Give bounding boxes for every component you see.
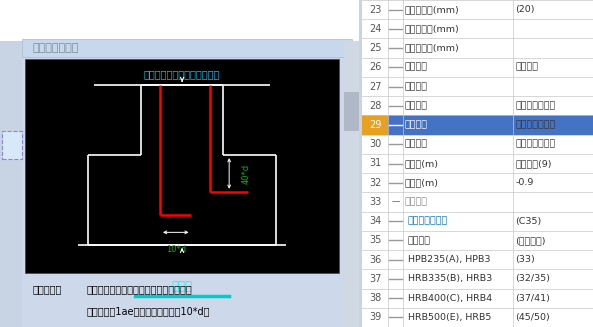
Text: (二级抗震): (二级抗震): [515, 236, 546, 245]
Text: 10*d: 10*d: [165, 245, 186, 254]
Text: 38: 38: [369, 293, 381, 303]
Text: 顶标高(m): 顶标高(m): [404, 159, 438, 168]
Text: 层顶标高(9): 层顶标高(9): [515, 159, 552, 168]
Text: HRB335(B), HRB3: HRB335(B), HRB3: [408, 274, 492, 284]
Text: 37: 37: [369, 274, 381, 284]
Bar: [388, 115, 593, 135]
Text: 30: 30: [369, 139, 381, 149]
Bar: [362, 77, 593, 96]
Text: 按默认计算设置: 按默认计算设置: [515, 101, 556, 110]
Text: 36: 36: [369, 255, 381, 265]
Text: 保护层厚度(mm): 保护层厚度(mm): [404, 5, 459, 14]
Bar: [362, 212, 593, 231]
Text: 纵筋伸入桩内一定长度后弯折: 纵筋伸入桩内一定长度后弯折: [144, 69, 220, 79]
Text: 上加密范围(mm): 上加密范围(mm): [404, 24, 459, 33]
Text: 抗震等级: 抗震等级: [408, 236, 431, 245]
Bar: [362, 19, 593, 39]
Text: 节点一: 节点一: [171, 281, 193, 293]
Text: 节点设置示意图: 节点设置示意图: [32, 43, 79, 53]
Text: 长度默认为1ae，弯折长度默认为10*d。: 长度默认为1ae，弯折长度默认为10*d。: [86, 306, 209, 316]
Text: 纵筋锚固: 纵筋锚固: [515, 63, 538, 72]
Bar: [362, 250, 593, 269]
Text: 33: 33: [369, 197, 381, 207]
Text: (45/50): (45/50): [515, 313, 550, 322]
Bar: [362, 231, 593, 250]
Text: 29: 29: [369, 120, 381, 130]
Bar: [0, 0, 359, 41]
Bar: [362, 308, 593, 327]
Text: -0.9: -0.9: [515, 178, 534, 187]
Bar: [362, 115, 388, 135]
Bar: [362, 39, 593, 58]
Text: 39: 39: [369, 312, 381, 322]
Bar: [362, 0, 593, 19]
Bar: [345, 92, 359, 131]
Bar: [362, 58, 593, 77]
Text: 混凝土强度等级: 混凝土强度等级: [408, 217, 448, 226]
Text: 锚固搭接: 锚固搭接: [404, 198, 428, 206]
Text: 23: 23: [369, 5, 381, 15]
Text: 28: 28: [369, 101, 381, 111]
Text: 插筋信息: 插筋信息: [404, 82, 428, 91]
Bar: [2, 131, 21, 159]
Text: 35: 35: [369, 235, 381, 246]
Text: 底标高(m): 底标高(m): [404, 178, 438, 187]
Bar: [362, 135, 593, 154]
Bar: [21, 39, 352, 57]
Text: 31: 31: [369, 159, 381, 168]
Text: (20): (20): [515, 5, 535, 14]
Text: HRB400(C), HRB4: HRB400(C), HRB4: [408, 294, 492, 303]
Bar: [362, 192, 593, 212]
Bar: [21, 41, 352, 327]
Text: 按设定节点设置: 按设定节点设置: [515, 121, 556, 129]
Bar: [362, 96, 593, 115]
Bar: [362, 269, 593, 288]
Text: —: —: [391, 198, 400, 206]
Text: HPB235(A), HPB3: HPB235(A), HPB3: [408, 255, 490, 264]
Text: (33): (33): [515, 255, 535, 264]
Text: 按默认搭接设置: 按默认搭接设置: [515, 140, 556, 149]
Text: HRB500(E), HRB5: HRB500(E), HRB5: [408, 313, 492, 322]
Text: 搭接设置: 搭接设置: [404, 140, 428, 149]
Text: (C35): (C35): [515, 217, 542, 226]
Text: 25: 25: [369, 43, 381, 53]
Text: 34: 34: [369, 216, 381, 226]
Text: (37/41): (37/41): [515, 294, 550, 303]
Text: 27: 27: [369, 81, 381, 92]
Text: 节点设置: 节点设置: [404, 121, 428, 129]
Text: 下加密范围(mm): 下加密范围(mm): [404, 43, 459, 53]
Text: 计算设置: 计算设置: [404, 101, 428, 110]
Bar: [362, 288, 593, 308]
Bar: [21, 41, 352, 54]
Text: 传统算法：柱纵筋伸入桩内锚固，竖直段: 传统算法：柱纵筋伸入桩内锚固，竖直段: [86, 284, 192, 295]
Text: 插筋构造: 插筋构造: [404, 63, 428, 72]
Bar: [345, 41, 359, 327]
Text: (32/35): (32/35): [515, 274, 550, 284]
Bar: [25, 59, 339, 273]
Bar: [362, 154, 593, 173]
Text: 40*d: 40*d: [242, 164, 251, 183]
Text: 24: 24: [369, 24, 381, 34]
Text: 26: 26: [369, 62, 381, 72]
Bar: [362, 173, 593, 192]
Text: 32: 32: [369, 178, 381, 188]
Text: 提示信息：: 提示信息：: [32, 284, 62, 295]
